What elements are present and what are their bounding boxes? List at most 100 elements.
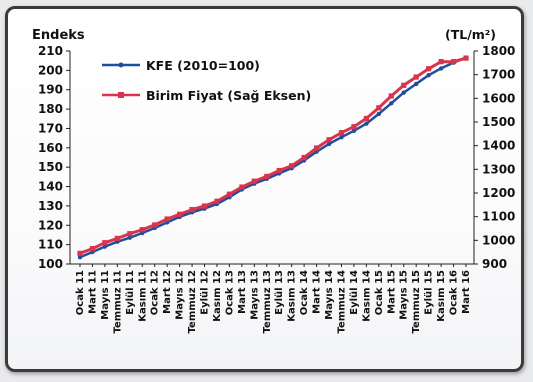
x-tick-label: Eylül 15 <box>424 270 435 315</box>
x-tick-label: Temmuz 15 <box>411 270 422 333</box>
right-axis-title: (TL/m²) <box>445 27 496 42</box>
data-point-birim-fiyat <box>114 235 120 242</box>
data-point-birim-fiyat <box>89 246 96 252</box>
data-point-birim-fiyat <box>289 163 295 169</box>
data-point-birim-fiyat <box>376 105 382 111</box>
x-tick-label: Mayıs 11 <box>100 270 111 320</box>
legend: KFE (2010=100) Birim Fiyat (Sağ Eksen) <box>102 58 311 103</box>
data-point-birim-fiyat <box>201 203 208 209</box>
x-axis: Ocak 11 Mart 11 Mayıs 11 Temmuz 11 Eylül 11 K… <box>75 264 472 333</box>
data-point-kfe <box>339 134 344 140</box>
data-point-birim-fiyat <box>214 198 220 204</box>
data-point-kfe <box>351 128 357 133</box>
x-tick-label: Ocak 11 <box>75 270 86 315</box>
right-y-tick-label: 1100 <box>482 210 515 224</box>
data-point-birim-fiyat <box>338 130 345 136</box>
right-y-tick-label: 1000 <box>482 233 515 247</box>
x-tick-label: Ocak 13 <box>224 270 235 315</box>
data-point-birim-fiyat <box>388 93 394 99</box>
x-tick-label: Ocak 14 <box>299 270 310 315</box>
data-point-birim-fiyat <box>351 124 357 130</box>
data-point-birim-fiyat <box>413 74 419 80</box>
data-point-birim-fiyat <box>301 154 307 161</box>
data-point-birim-fiyat <box>276 167 282 174</box>
left-y-tick-label: 170 <box>38 121 63 135</box>
x-tick-label: Mayıs 12 <box>175 270 186 320</box>
left-y-axis: 100 110 120 130 140 150 160 170 180 190 200 210 <box>38 44 70 271</box>
x-tick-label: Ocak 16 <box>449 270 460 315</box>
legend-label-birim-fiyat: Birim Fiyat (Sağ Eksen) <box>146 88 311 103</box>
left-y-tick-label: 160 <box>38 141 63 155</box>
x-tick-label: Mart 15 <box>386 270 397 314</box>
left-y-tick-label: 190 <box>38 83 63 97</box>
left-y-tick-label: 180 <box>38 102 63 116</box>
data-point-kfe <box>376 111 382 117</box>
x-tick-label: Eylül 11 <box>125 270 136 315</box>
left-axis-title: Endeks <box>32 28 85 43</box>
x-tick-label: Kasım 15 <box>436 270 447 322</box>
right-y-tick-label: 1700 <box>482 68 515 82</box>
x-tick-label: Eylül 13 <box>274 270 285 315</box>
data-point-birim-fiyat <box>152 222 158 228</box>
x-tick-label: Temmuz 11 <box>112 270 123 333</box>
data-point-kfe <box>438 66 444 71</box>
x-tick-label: Mart 11 <box>87 270 98 314</box>
right-y-tick-label: 1500 <box>482 115 515 129</box>
x-tick-label: Ocak 12 <box>150 270 161 315</box>
x-tick-label: Mart 12 <box>162 270 173 314</box>
left-y-tick-label: 200 <box>38 63 63 77</box>
data-point-kfe <box>102 244 108 249</box>
right-y-tick-label: 1300 <box>482 162 515 176</box>
right-y-tick-label: 900 <box>482 257 507 271</box>
x-tick-label: Mart 13 <box>237 270 248 314</box>
left-y-tick-label: 140 <box>38 180 63 194</box>
data-point-birim-fiyat <box>127 231 133 237</box>
data-point-birim-fiyat <box>239 184 245 190</box>
data-point-kfe <box>389 101 394 106</box>
data-point-birim-fiyat <box>463 55 469 61</box>
x-tick-label: Mart 14 <box>312 270 323 314</box>
left-y-tick-label: 120 <box>38 218 63 232</box>
data-point-kfe <box>127 235 133 240</box>
x-tick-label: Kasım 14 <box>361 270 372 322</box>
data-point-birim-fiyat <box>226 191 233 197</box>
right-y-tick-label: 1200 <box>482 186 515 200</box>
x-tick-label: Eylül 14 <box>349 270 360 315</box>
x-tick-label: Mayıs 13 <box>249 270 260 320</box>
left-y-tick-label: 210 <box>38 44 63 58</box>
data-point-kfe <box>77 255 83 260</box>
data-point-birim-fiyat <box>189 206 195 213</box>
legend-marker-kfe <box>118 62 124 68</box>
data-point-kfe <box>401 90 406 95</box>
x-tick-label: Temmuz 14 <box>336 270 347 333</box>
data-point-birim-fiyat <box>102 240 108 246</box>
x-tick-label: Temmuz 13 <box>262 270 273 333</box>
legend-label-kfe: KFE (2010=100) <box>146 58 260 73</box>
plot-area <box>77 55 469 260</box>
right-y-tick-label: 1400 <box>482 139 515 153</box>
data-point-kfe <box>364 121 369 126</box>
right-y-axis: 900 1000 1100 1200 1300 1400 1500 1600 1700 1800 <box>474 44 515 271</box>
data-point-birim-fiyat <box>251 178 257 184</box>
x-tick-label: Mart 16 <box>461 270 472 314</box>
data-point-birim-fiyat <box>326 137 332 143</box>
data-point-birim-fiyat <box>177 211 183 217</box>
x-tick-label: Kasım 12 <box>212 270 223 322</box>
data-point-birim-fiyat <box>313 145 320 151</box>
data-point-birim-fiyat <box>164 216 170 222</box>
x-tick-label: Mayıs 15 <box>399 270 410 320</box>
x-tick-label: Ocak 15 <box>374 270 385 315</box>
data-point-birim-fiyat <box>264 173 270 180</box>
right-y-tick-label: 1600 <box>482 91 515 105</box>
x-tick-label: Temmuz 12 <box>187 270 198 333</box>
data-point-birim-fiyat <box>77 250 83 256</box>
data-point-birim-fiyat <box>363 115 369 122</box>
left-y-tick-label: 130 <box>38 199 63 213</box>
x-tick-label: Kasım 13 <box>287 270 298 322</box>
x-tick-label: Mayıs 14 <box>324 270 335 320</box>
line-chart: Endeks (TL/m²) 1001101201301401501601701… <box>32 27 515 333</box>
left-y-tick-label: 100 <box>38 257 63 271</box>
data-point-birim-fiyat <box>438 59 444 65</box>
data-point-kfe <box>413 81 419 87</box>
data-point-birim-fiyat <box>401 82 407 88</box>
